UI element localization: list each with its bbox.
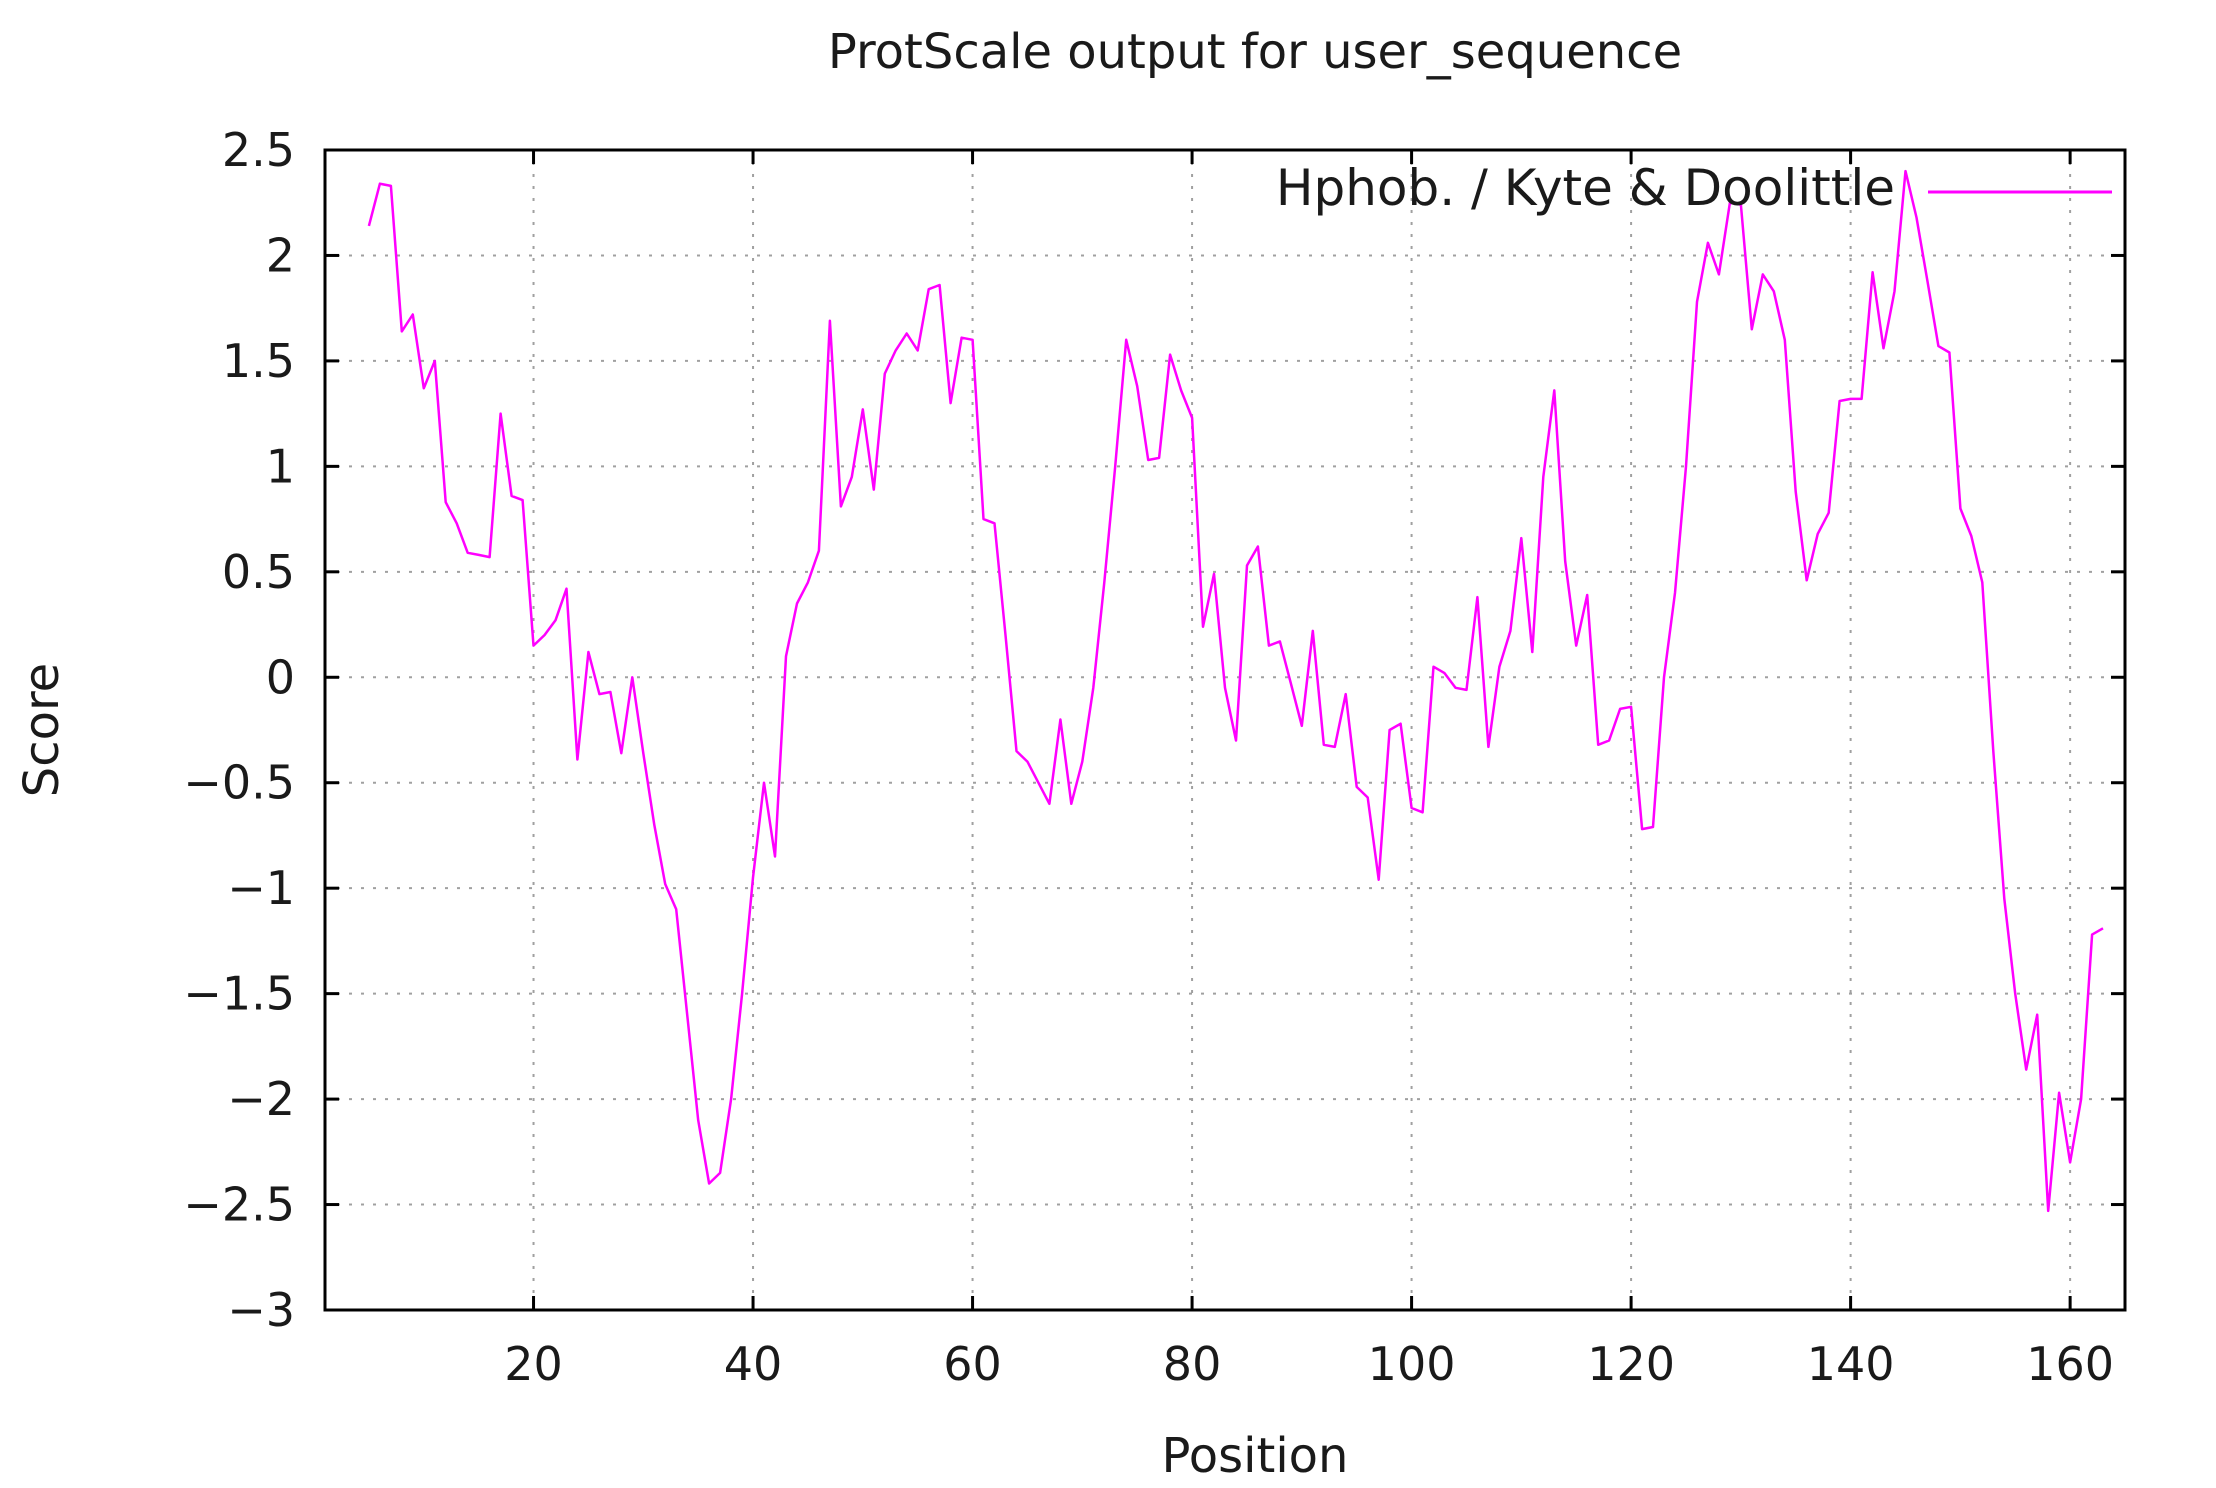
legend-label: Hphob. / Kyte & Doolittle	[1276, 159, 1895, 217]
y-axis-label: Score	[14, 663, 70, 797]
y-tick-label: 0.5	[222, 545, 295, 599]
y-tick-label: −3	[227, 1283, 295, 1337]
y-tick-label: 0	[266, 650, 295, 704]
y-tick-label: −2.5	[183, 1178, 295, 1232]
axis-ticks: 20 40 60 80 100 120 140 160 2.5 2 1.5 1 0.5 0 −0.5 −1 −1…	[183, 123, 2125, 1391]
x-tick-label: 80	[1163, 1337, 1222, 1391]
x-tick-label: 140	[1807, 1337, 1895, 1391]
chart-title: ProtScale output for user_sequence	[828, 24, 1682, 80]
y-tick-label: −1	[227, 861, 295, 915]
y-tick-label: −1.5	[183, 967, 295, 1021]
x-tick-label: 160	[2026, 1337, 2114, 1391]
series-line-hydrophobicity	[367, 169, 2104, 1213]
x-tick-label: 60	[943, 1337, 1002, 1391]
legend: Hphob. / Kyte & Doolittle	[1276, 159, 2112, 217]
x-tick-label: 120	[1587, 1337, 1675, 1391]
y-tick-label: 2	[266, 228, 295, 282]
y-tick-label: 1.5	[222, 334, 295, 388]
y-tick-label: −0.5	[183, 756, 295, 810]
y-tick-label: −2	[227, 1072, 295, 1126]
x-tick-label: 20	[504, 1337, 563, 1391]
x-axis-label: Position	[1162, 1428, 1349, 1484]
x-tick-label: 100	[1368, 1337, 1456, 1391]
y-tick-label: 1	[266, 439, 295, 493]
y-tick-label: 2.5	[222, 123, 295, 177]
x-tick-label: 40	[724, 1337, 783, 1391]
series-layer	[367, 169, 2104, 1213]
plot-frame	[323, 148, 2127, 1312]
gridlines	[325, 150, 2125, 1310]
